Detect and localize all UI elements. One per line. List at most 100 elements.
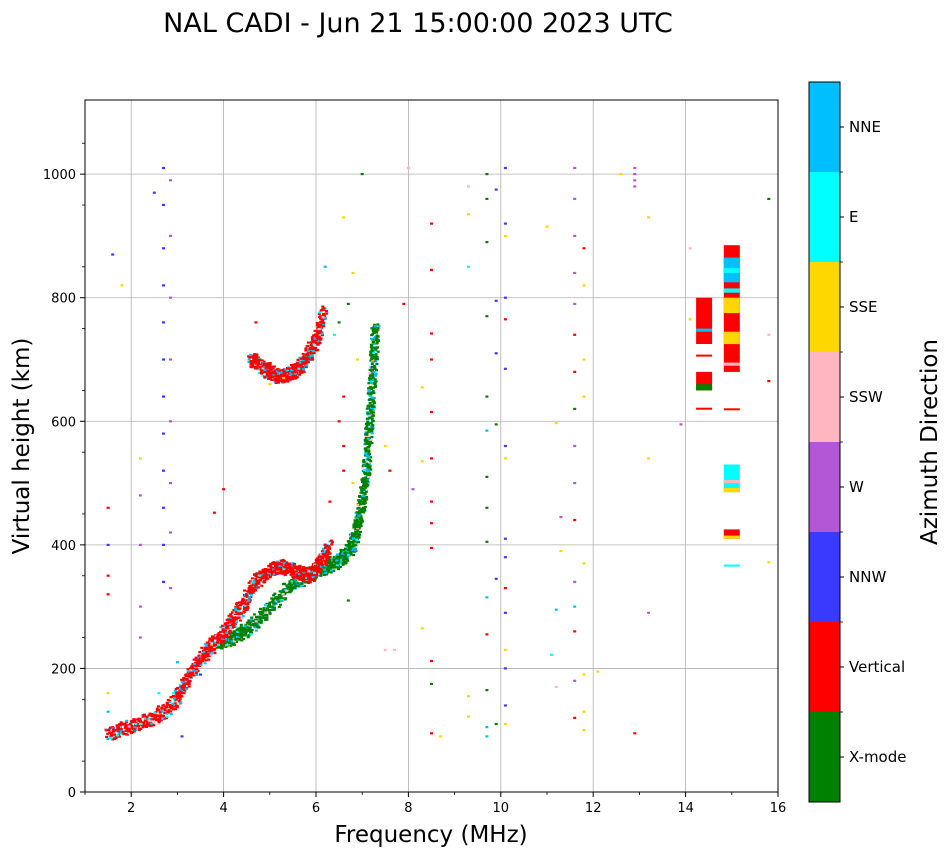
echo-cell	[371, 359, 375, 362]
echo-cell	[238, 619, 242, 622]
echo-cell	[157, 720, 161, 724]
echo-cell	[104, 729, 108, 732]
echo-point	[767, 380, 771, 383]
colorbar-segment	[809, 262, 840, 352]
echo-cell	[285, 587, 289, 590]
echo-cell	[255, 619, 258, 622]
echo-cell	[339, 562, 343, 565]
echo-cell	[315, 557, 319, 560]
echo-cell	[373, 337, 377, 340]
echo-cell	[298, 373, 301, 376]
echo-cell	[238, 601, 241, 604]
echo-cell	[253, 586, 257, 589]
echo-cell	[280, 563, 284, 566]
echo-point	[503, 457, 507, 460]
echo-cell	[366, 446, 370, 449]
echo-cell	[364, 447, 368, 450]
echo-point	[647, 457, 651, 460]
echo-cell	[106, 732, 110, 735]
echo-cell	[354, 531, 358, 534]
echo-point	[169, 531, 172, 534]
echo-cell	[189, 671, 193, 674]
echo-point	[199, 673, 202, 676]
echo-cell	[125, 728, 129, 731]
echo-cell	[289, 589, 293, 592]
echo-cell	[255, 361, 259, 364]
echo-cell	[266, 607, 269, 610]
echo-cell	[116, 734, 120, 737]
echo-cell	[253, 584, 257, 587]
echo-cell	[240, 639, 244, 642]
echo-cell	[285, 371, 289, 374]
echo-cell	[206, 654, 210, 657]
echo-cell	[172, 691, 176, 695]
echo-cell	[365, 432, 369, 435]
echo-cell	[250, 364, 254, 367]
echo-cell	[198, 657, 202, 660]
echo-cell	[363, 505, 367, 509]
echo-cell	[360, 519, 363, 522]
echo-cell	[247, 360, 251, 364]
echo-cell	[265, 614, 269, 617]
echo-cell	[250, 365, 254, 369]
echo-cell	[223, 639, 227, 642]
echo-cell	[274, 565, 278, 568]
echo-cell	[227, 630, 231, 634]
echo-cell	[247, 581, 251, 584]
echo-point	[485, 596, 489, 599]
echo-cell	[369, 439, 373, 442]
echo-cell	[232, 625, 236, 628]
echo-cell	[264, 611, 268, 614]
echo-cell	[272, 602, 276, 605]
echo-cell	[368, 416, 372, 419]
echo-cell	[309, 350, 313, 353]
echo-cell	[299, 371, 302, 374]
echo-point	[573, 716, 577, 719]
echo-cell	[169, 710, 173, 713]
echo-cell	[324, 562, 328, 565]
echo-cell	[257, 580, 261, 584]
echo-cell	[230, 640, 234, 643]
echo-cell	[254, 629, 258, 632]
echo-cell	[328, 564, 332, 567]
echo-cell	[179, 688, 183, 691]
echo-cell	[240, 631, 244, 634]
echo-cell	[276, 598, 280, 601]
echo-cell	[255, 579, 259, 582]
echo-cell	[288, 591, 292, 594]
echo-cell	[337, 566, 341, 569]
echo-point	[573, 519, 577, 522]
echo-cell	[337, 561, 341, 564]
echo-cell	[268, 364, 272, 367]
echo-cell	[230, 620, 234, 623]
echo-cell	[342, 554, 346, 558]
echo-cell	[293, 563, 297, 566]
echo-cell	[373, 328, 376, 331]
echo-cell	[369, 394, 373, 397]
echo-cell	[212, 636, 216, 639]
echo-cell	[291, 371, 295, 374]
echo-cell	[362, 468, 366, 472]
echo-point	[485, 173, 489, 176]
echo-cell	[186, 674, 190, 677]
echo-cell	[292, 582, 296, 585]
echo-cell	[301, 566, 305, 569]
colorbar-label: Azimuth Direction	[917, 339, 943, 545]
echo-cell	[373, 323, 377, 326]
echo-cell	[345, 558, 349, 561]
echo-cell	[208, 637, 212, 640]
echo-cell	[278, 376, 282, 380]
echo-cell	[225, 631, 229, 634]
echo-cell	[224, 622, 228, 625]
echo-cell	[259, 577, 263, 580]
echo-cell	[157, 708, 161, 711]
echo-cell	[313, 563, 316, 566]
echo-cell	[365, 469, 369, 472]
echo-block	[723, 529, 740, 539]
echo-cell	[323, 315, 327, 318]
echo-point	[175, 661, 179, 664]
echo-cell	[269, 376, 273, 379]
echo-cell	[314, 558, 318, 561]
echo-cell	[263, 365, 267, 369]
echo-point	[169, 296, 172, 299]
